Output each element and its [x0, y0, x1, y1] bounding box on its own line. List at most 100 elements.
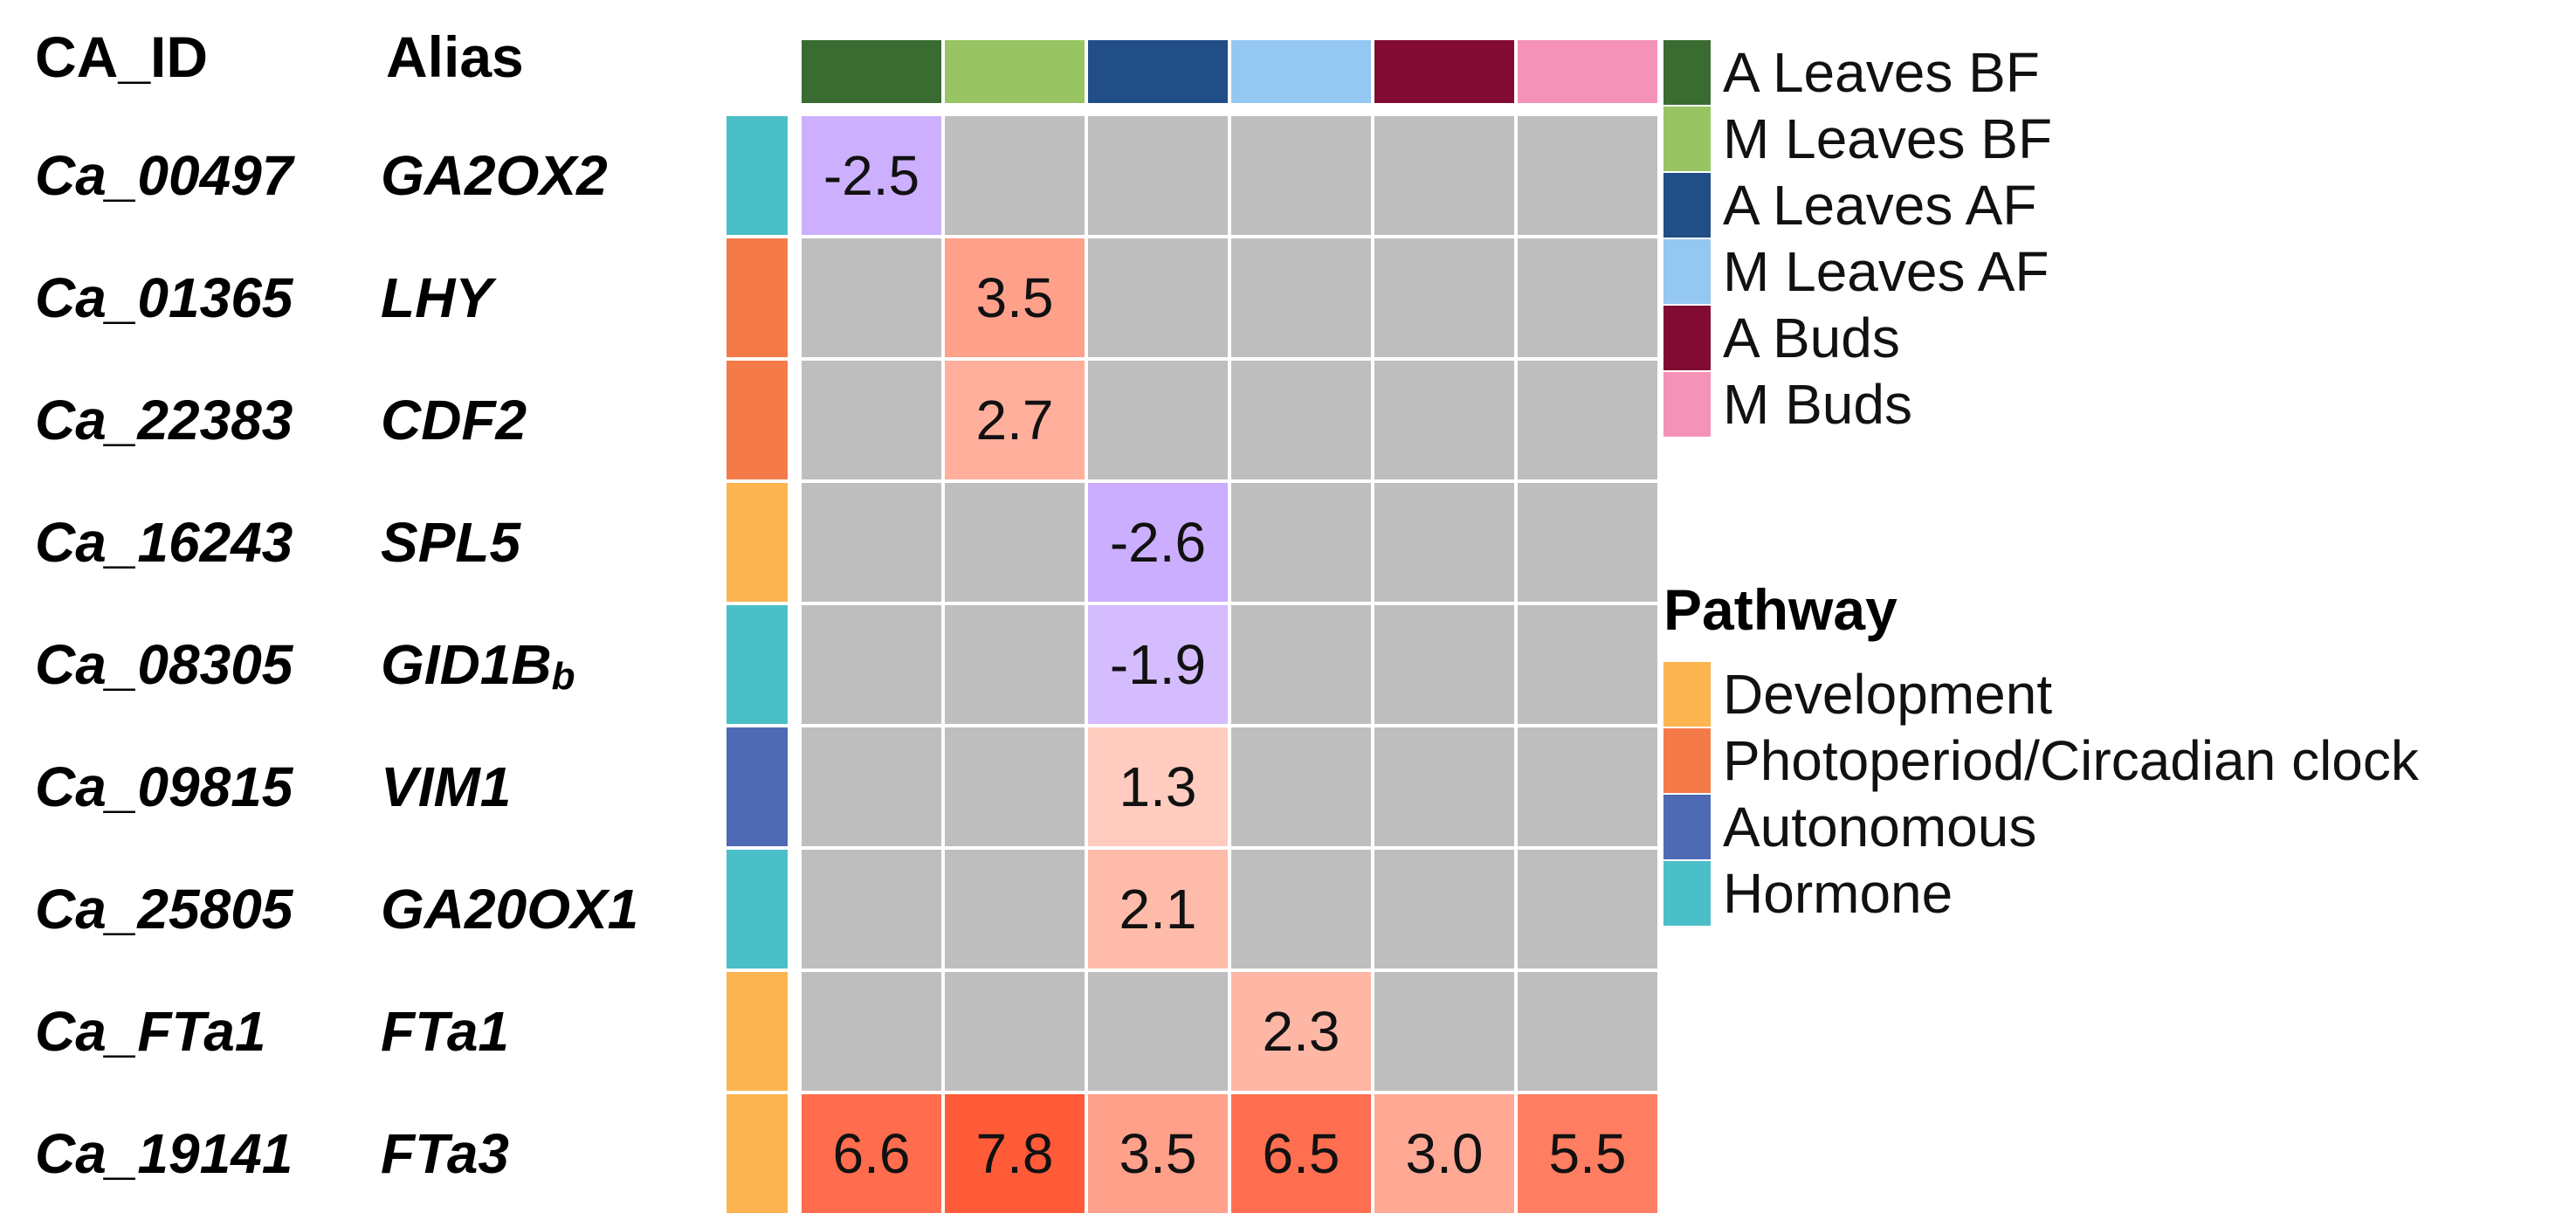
row-alias-text: GA20OX1 — [381, 878, 639, 941]
pathway-legend-swatch — [1663, 662, 1711, 727]
sample-legend-label: A Leaves AF — [1723, 174, 2037, 237]
row-alias: GID1Bb — [381, 605, 575, 724]
heatmap-cell: -2.5 — [802, 116, 941, 235]
row-alias: FTa3 — [381, 1094, 509, 1213]
heatmap-cell: 1.3 — [1088, 727, 1228, 846]
row-ca-id: Ca_22383 — [35, 389, 293, 451]
heatmap-cell — [1374, 483, 1514, 602]
heatmap-cell — [945, 483, 1085, 602]
row-ca-id: Ca_01365 — [35, 266, 293, 329]
heatmap-cell: 2.1 — [1088, 850, 1228, 968]
row-alias-text: LHY — [381, 266, 492, 329]
heatmap-cell — [1518, 850, 1657, 968]
heatmap-cell — [802, 483, 941, 602]
pathway-legend-label: Development — [1723, 663, 2053, 726]
pathway-legend-label: Hormone — [1723, 862, 1953, 925]
sample-legend-swatch — [1663, 306, 1711, 370]
pathway-legend-swatch — [1663, 728, 1711, 793]
heatmap-cell — [1088, 361, 1228, 479]
heatmap-cell — [1231, 605, 1371, 724]
sample-legend-swatch — [1663, 173, 1711, 238]
pathway-cell — [727, 1094, 788, 1213]
heatmap-cell — [1518, 972, 1657, 1091]
sample-legend-label: M Leaves AF — [1723, 240, 2049, 303]
sample-legend-label: A Leaves BF — [1723, 41, 2040, 104]
row-ca-id: Ca_FTa1 — [35, 1000, 266, 1063]
heatmap-cell — [1088, 116, 1228, 235]
heatmap-cell — [1231, 361, 1371, 479]
heatmap-cell — [1374, 727, 1514, 846]
heatmap-cell: -2.6 — [1088, 483, 1228, 602]
heatmap-cell — [1374, 361, 1514, 479]
pathway-cell — [727, 972, 788, 1091]
heatmap-cell: 3.0 — [1374, 1094, 1514, 1213]
heatmap-cell — [1518, 727, 1657, 846]
heatmap-cell — [802, 972, 941, 1091]
heatmap-cell — [945, 850, 1085, 968]
heatmap-cell — [1374, 238, 1514, 357]
heatmap-cell: 2.7 — [945, 361, 1085, 479]
heatmap-cell: -1.9 — [1088, 605, 1228, 724]
row-ca-id: Ca_19141 — [35, 1122, 293, 1185]
sample-color-3 — [1231, 40, 1371, 103]
sample-legend-label: M Leaves BF — [1723, 107, 2053, 170]
row-alias-text: GID1B — [381, 633, 552, 696]
ca-id-header: CA_ID — [35, 24, 209, 89]
heatmap-cell — [945, 727, 1085, 846]
sample-legend-label: M Buds — [1723, 373, 1912, 436]
pathway-cell — [727, 727, 788, 846]
heatmap-cell: 2.3 — [1231, 972, 1371, 1091]
pathway-legend-label: Autonomous — [1723, 796, 2037, 858]
heatmap-cell — [802, 605, 941, 724]
heatmap-cell — [802, 238, 941, 357]
heatmap-cell: 7.8 — [945, 1094, 1085, 1213]
row-ca-id: Ca_16243 — [35, 511, 293, 574]
row-ca-id: Ca_00497 — [35, 144, 293, 207]
row-alias-text: CDF2 — [381, 389, 527, 451]
row-ca-id: Ca_09815 — [35, 755, 293, 818]
sample-legend-swatch — [1663, 239, 1711, 304]
heatmap-cell — [1088, 238, 1228, 357]
row-alias: LHY — [381, 238, 492, 357]
row-alias-subscript: b — [551, 655, 575, 698]
heatmap-cell: 6.5 — [1231, 1094, 1371, 1213]
heatmap-cell: 5.5 — [1518, 1094, 1657, 1213]
row-alias-text: FTa3 — [381, 1122, 509, 1185]
sample-legend-swatch — [1663, 40, 1711, 105]
heatmap-cell — [802, 850, 941, 968]
sample-legend-swatch — [1663, 372, 1711, 437]
heatmap-cell — [1374, 850, 1514, 968]
row-alias-text: VIM1 — [381, 755, 512, 818]
pathway-cell — [727, 850, 788, 968]
heatmap-cell: 3.5 — [945, 238, 1085, 357]
pathway-legend-title: Pathway — [1663, 577, 1898, 642]
sample-color-4 — [1374, 40, 1514, 103]
row-alias: SPL5 — [381, 483, 520, 602]
sample-color-1 — [945, 40, 1085, 103]
heatmap-cell — [1231, 238, 1371, 357]
sample-color-5 — [1518, 40, 1657, 103]
sample-legend-label: A Buds — [1723, 307, 1900, 369]
row-ca-id: Ca_25805 — [35, 878, 293, 941]
pathway-cell — [727, 361, 788, 479]
heatmap-cell — [1518, 483, 1657, 602]
pathway-cell — [727, 238, 788, 357]
row-alias: VIM1 — [381, 727, 511, 846]
heatmap-cell — [1231, 727, 1371, 846]
pathway-legend-swatch — [1663, 795, 1711, 859]
heatmap-cell — [1518, 238, 1657, 357]
heatmap-cell — [1518, 361, 1657, 479]
heatmap-cell — [802, 361, 941, 479]
row-alias: GA2OX2 — [381, 116, 608, 235]
heatmap-cell — [1231, 116, 1371, 235]
row-ca-id: Ca_08305 — [35, 633, 293, 696]
pathway-cell — [727, 483, 788, 602]
row-alias-text: SPL5 — [381, 511, 521, 574]
heatmap-cell — [1088, 972, 1228, 1091]
heatmap-cell — [1518, 605, 1657, 724]
heatmap-cell — [945, 972, 1085, 1091]
pathway-legend-label: Photoperiod/Circadian clock — [1723, 729, 2419, 792]
heatmap-cell — [945, 116, 1085, 235]
heatmap-cell: 6.6 — [802, 1094, 941, 1213]
